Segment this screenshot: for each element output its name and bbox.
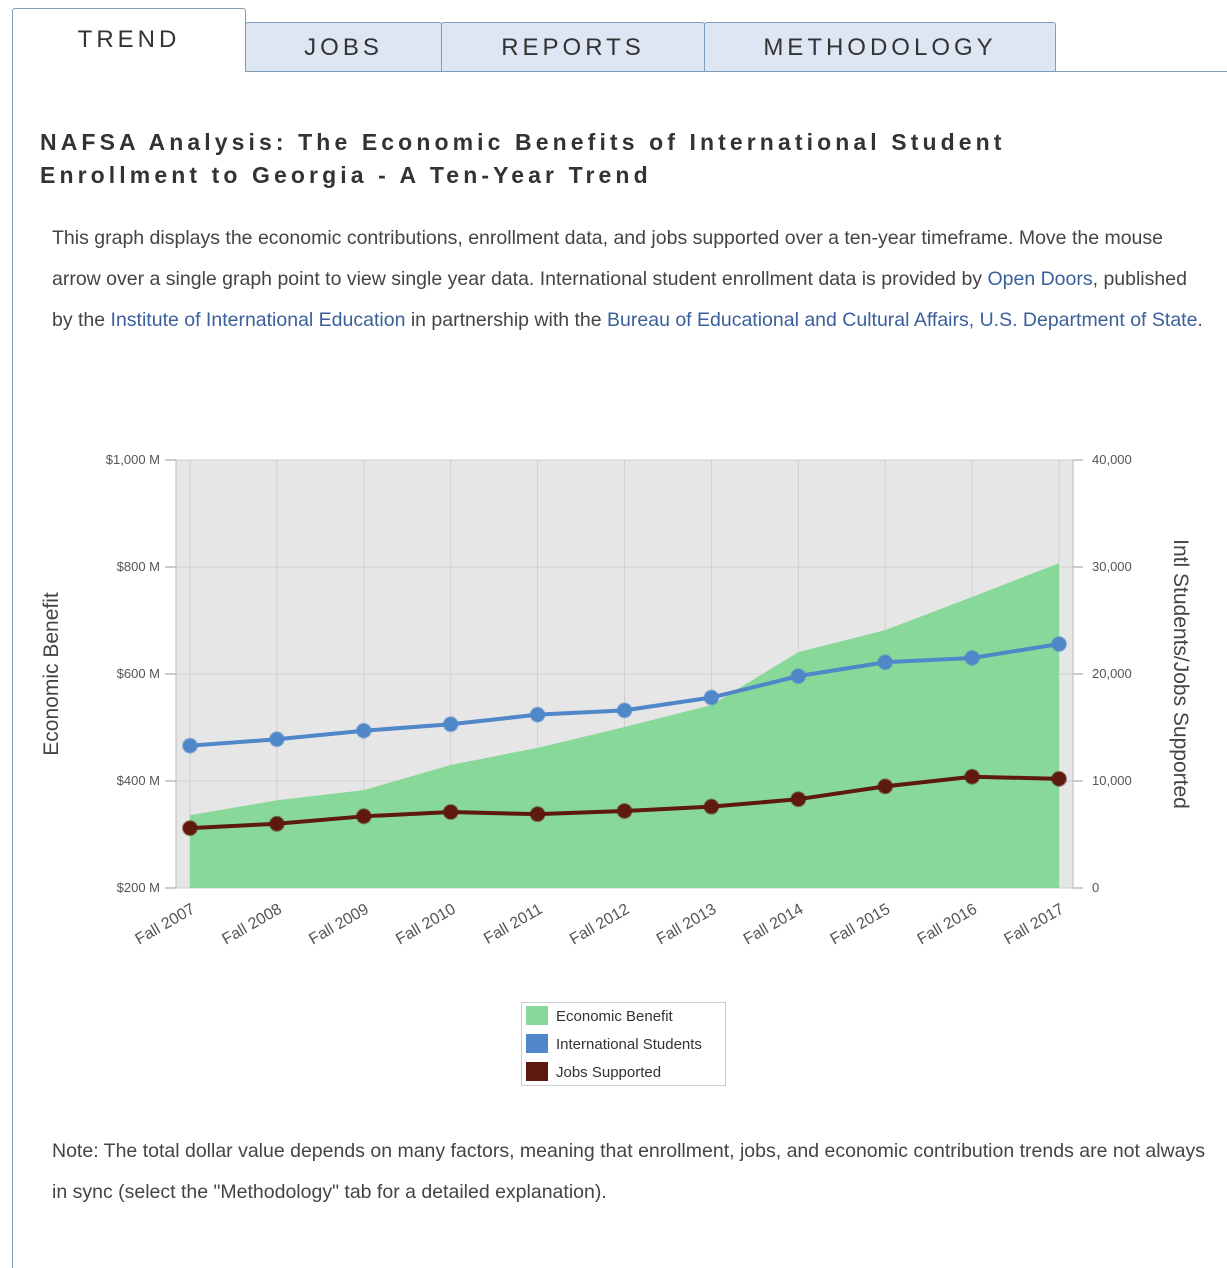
legend-label: Economic Benefit <box>556 1008 674 1025</box>
tab[interactable]: JOBS <box>245 22 442 71</box>
x-tick-label: Fall 2010 <box>393 901 459 949</box>
y-tick-label: $800 M <box>117 559 160 574</box>
point <box>355 722 372 739</box>
x-tick-label: Fall 2009 <box>306 901 372 949</box>
link[interactable]: Bureau of Educational and Cultural Affai… <box>607 309 1198 331</box>
y-tick-label: $400 M <box>117 773 160 788</box>
x-tick-label: Fall 2014 <box>741 901 807 949</box>
tab[interactable]: TREND <box>12 8 246 72</box>
y2-tick-label: 10,000 <box>1092 773 1132 788</box>
x-tick-label: Fall 2008 <box>219 901 285 949</box>
x-tick-label: Fall 2017 <box>1001 901 1067 949</box>
y2-tick-label: 0 <box>1092 880 1099 895</box>
x-tick-label: Fall 2016 <box>915 901 981 949</box>
x-tick-label: Fall 2007 <box>132 901 198 949</box>
point <box>877 654 894 671</box>
note: Note: The total dollar value depends on … <box>52 1140 1205 1203</box>
legend-label: Jobs Supported <box>556 1064 661 1081</box>
point <box>964 768 981 785</box>
y-tick-label: $200 M <box>117 880 160 895</box>
y-tick-label: $1,000 M <box>106 452 160 467</box>
link[interactable]: Open Doors <box>987 268 1093 290</box>
point <box>442 716 459 733</box>
point <box>616 702 633 719</box>
x-tick-label: Fall 2015 <box>828 901 894 949</box>
text: in partnership with the <box>405 309 608 331</box>
text: , published by the <box>52 268 1187 331</box>
x-tick-label: Fall 2013 <box>654 901 720 949</box>
y-tick-label: $600 M <box>117 666 160 681</box>
area <box>190 563 1059 888</box>
y-axis-title: Economic Benefit <box>40 592 63 756</box>
legend-box <box>521 1002 726 1086</box>
legend: Economic Benefit International Students Jo… <box>521 1002 726 1086</box>
y2-tick-label: 40,000 <box>1092 452 1132 467</box>
y2-tick-label: 20,000 <box>1092 666 1132 681</box>
point <box>442 804 459 821</box>
point <box>877 778 894 795</box>
point <box>616 802 633 819</box>
point <box>182 820 198 837</box>
point <box>268 815 285 832</box>
point <box>529 806 546 823</box>
point <box>703 689 720 706</box>
x-tick-label: Fall 2011 <box>481 901 546 948</box>
text: This graph displays the economic contrib… <box>52 227 1163 290</box>
tab[interactable]: REPORTS <box>441 22 705 71</box>
y2-axis-title: Intl Students/Jobs Supported <box>1169 539 1192 809</box>
x-tick-label: Fall 2012 <box>567 901 633 949</box>
point <box>1051 636 1067 653</box>
point <box>182 737 198 754</box>
heading: NAFSA Analysis: The Economic Benefits of… <box>40 129 1006 188</box>
point <box>703 798 720 815</box>
point <box>355 808 372 825</box>
point <box>529 706 546 723</box>
description: This graph displays the economic contrib… <box>52 218 1212 341</box>
y2-tick-label: 30,000 <box>1092 559 1132 574</box>
tab[interactable]: METHODOLOGY <box>704 22 1056 71</box>
point <box>790 668 807 685</box>
text: . <box>1197 309 1203 331</box>
legend-label: International Students <box>556 1036 702 1053</box>
point <box>790 791 807 808</box>
link[interactable]: Institute of International Education <box>110 309 406 331</box>
legend-swatch <box>526 1006 548 1025</box>
point <box>268 731 285 748</box>
point <box>964 649 981 666</box>
legend-swatch <box>526 1062 548 1081</box>
legend-swatch <box>526 1034 548 1053</box>
point <box>1051 770 1067 787</box>
